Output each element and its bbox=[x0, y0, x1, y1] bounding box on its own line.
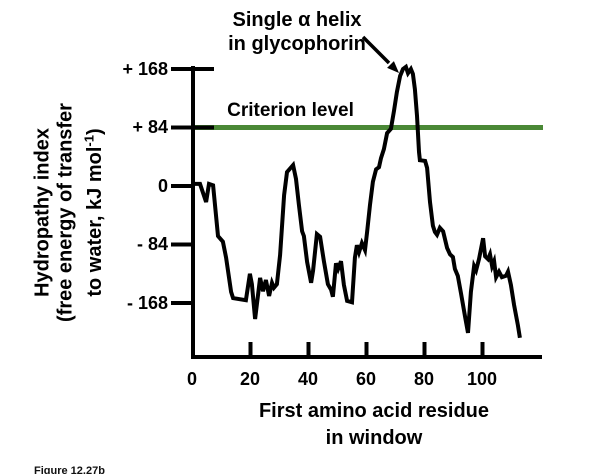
x-axis-title-line2: in window bbox=[325, 427, 423, 449]
y-tick-label: 0 bbox=[157, 176, 168, 196]
annotation-arrow bbox=[361, 35, 391, 65]
criterion-label: Criterion level bbox=[227, 100, 354, 121]
y-axis-title-line2: (free energy of transfer bbox=[54, 103, 77, 322]
x-tick-label: 80 bbox=[413, 369, 435, 389]
x-tick-label: 0 bbox=[186, 369, 197, 389]
hydropathy-curve bbox=[192, 63, 522, 339]
y-axis-title-line3-close: ) bbox=[84, 128, 107, 136]
x-axis-title-line1: First amino acid residue bbox=[258, 400, 490, 422]
x-tick-label: 100 bbox=[466, 369, 498, 389]
y-tick-label: + 84 bbox=[132, 117, 168, 137]
y-tick-label: + 168 bbox=[122, 59, 168, 79]
y-axis-title-superscript: -1 bbox=[81, 135, 97, 147]
x-tick-label: 20 bbox=[239, 369, 261, 389]
annotation-text: Single α helix in glycophorin bbox=[213, 8, 381, 56]
annotation-arrowhead bbox=[387, 61, 399, 73]
y-tick-label: - 84 bbox=[136, 234, 168, 254]
annotation-line1: Single α helix bbox=[232, 9, 362, 31]
y-axis-title-line1: Hydropathy index bbox=[31, 128, 54, 297]
x-tick-label: 60 bbox=[355, 369, 377, 389]
y-axis-title-line3-text: to water, kJ mol bbox=[84, 146, 107, 297]
y-tick-label: - 168 bbox=[126, 293, 168, 313]
y-axis-title: Hydropathy index (free energy of transfe… bbox=[31, 63, 107, 363]
x-tick-label: 40 bbox=[297, 369, 319, 389]
figure-caption: Figure 12.27b bbox=[34, 465, 105, 474]
y-axis-title-line3: to water, kJ mol-1) bbox=[78, 63, 108, 363]
annotation-line2: in glycophorin bbox=[228, 33, 366, 55]
x-axis-title: First amino acid residue in window bbox=[224, 398, 524, 452]
